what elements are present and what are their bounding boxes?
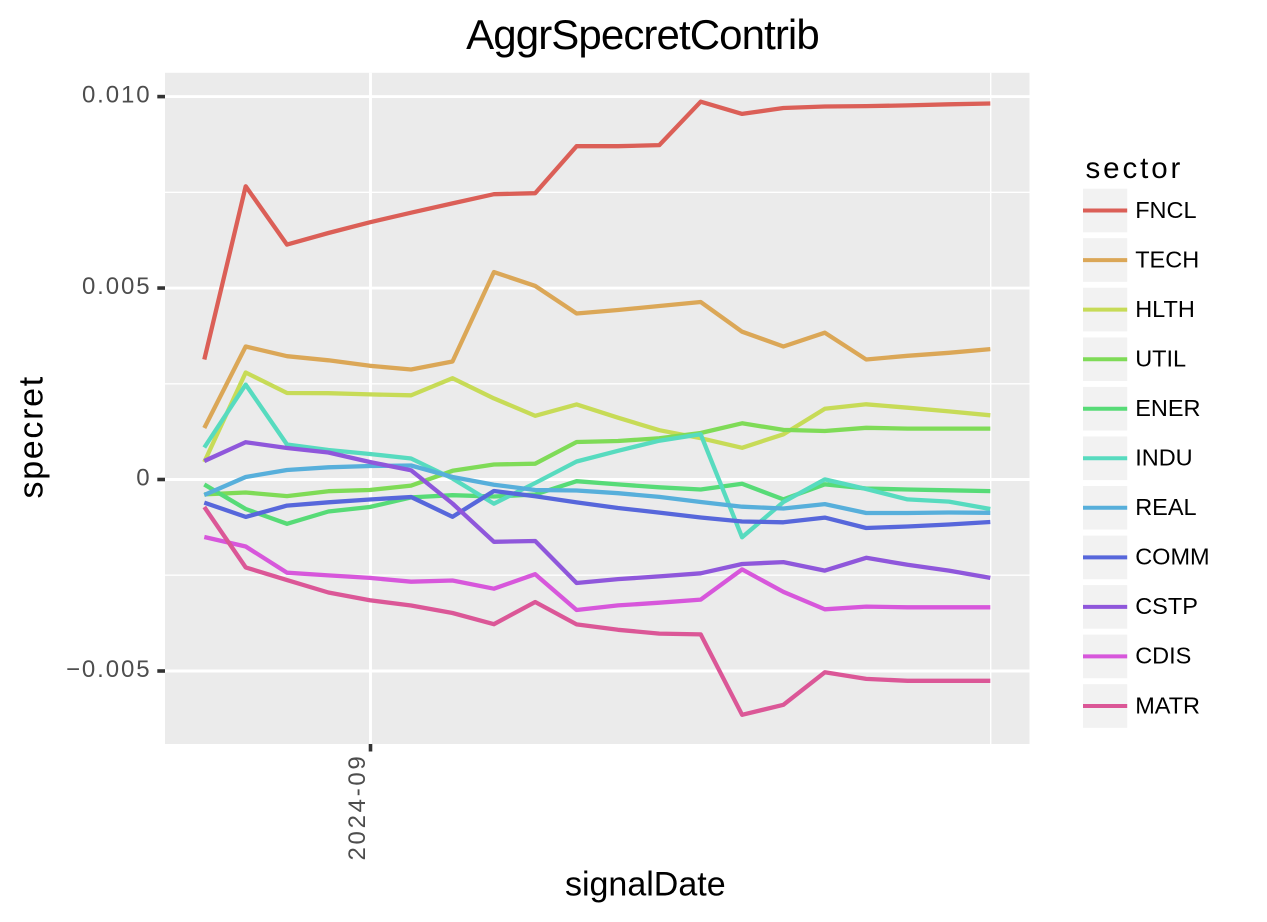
svg-text:0.010: 0.010 <box>82 82 152 109</box>
svg-text:specret: specret <box>13 375 51 498</box>
svg-text:AggrSpecretContrib: AggrSpecretContrib <box>466 11 819 58</box>
svg-text:0: 0 <box>136 465 151 492</box>
svg-text:CDIS: CDIS <box>1135 643 1191 669</box>
svg-text:UTIL: UTIL <box>1135 346 1186 372</box>
svg-text:0.005: 0.005 <box>82 273 152 300</box>
svg-text:CSTP: CSTP <box>1135 593 1198 619</box>
svg-text:INDU: INDU <box>1135 445 1192 471</box>
svg-text:−0.005: −0.005 <box>66 656 151 683</box>
svg-text:sector: sector <box>1086 152 1184 185</box>
svg-text:HLTH: HLTH <box>1135 296 1195 322</box>
svg-text:TECH: TECH <box>1135 246 1199 272</box>
svg-text:2024-09: 2024-09 <box>344 754 371 861</box>
svg-text:COMM: COMM <box>1135 544 1209 570</box>
svg-text:MATR: MATR <box>1135 692 1200 718</box>
svg-text:ENER: ENER <box>1135 395 1200 421</box>
svg-text:signalDate: signalDate <box>565 866 726 904</box>
svg-text:FNCL: FNCL <box>1135 197 1196 223</box>
svg-text:REAL: REAL <box>1135 494 1196 520</box>
